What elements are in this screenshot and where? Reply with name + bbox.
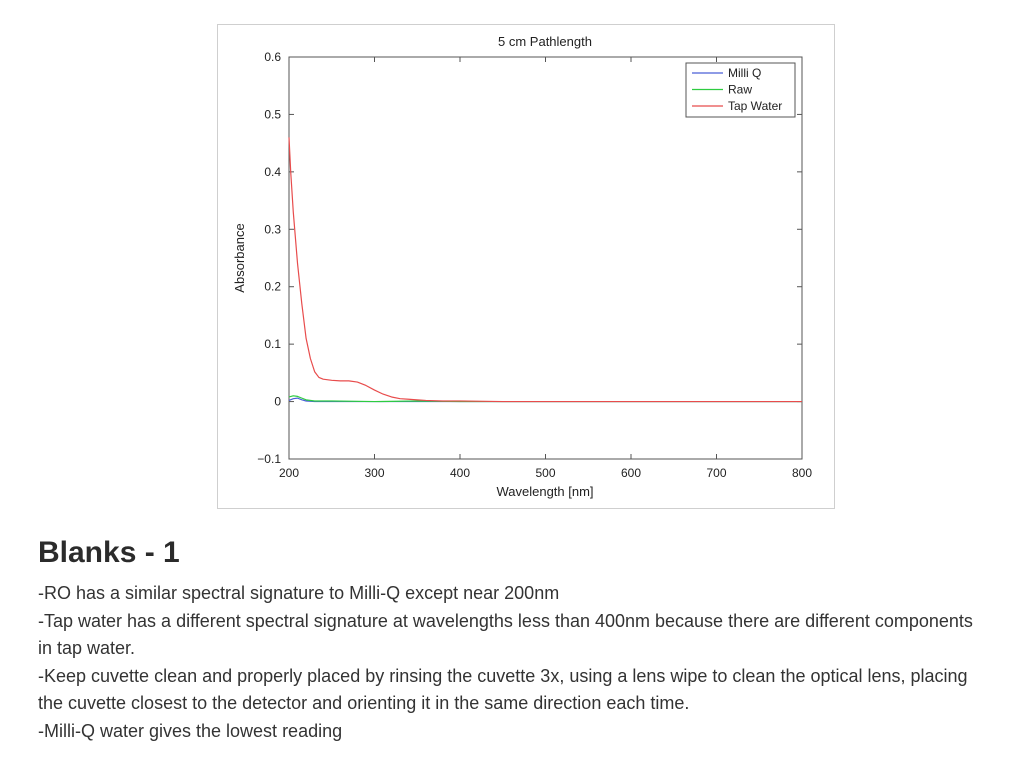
y-tick-label: 0.3 xyxy=(264,222,281,236)
x-tick-label: 200 xyxy=(279,466,299,480)
note-item: -RO has a similar spectral signature to … xyxy=(38,583,560,603)
x-tick-label: 300 xyxy=(364,466,384,480)
y-tick-label: 0.1 xyxy=(264,337,281,351)
x-axis-label: Wavelength [nm] xyxy=(496,484,593,499)
legend: Milli Q Raw Tap Water xyxy=(685,62,796,118)
note-item: -Milli-Q water gives the lowest reading xyxy=(38,720,343,741)
legend-label-raw: Raw xyxy=(728,83,752,97)
note-item: -Keep cuvette clean and properly placed … xyxy=(38,665,968,714)
y-tick-label: 0.6 xyxy=(264,50,281,64)
y-axis-label: Absorbance xyxy=(232,223,247,292)
series-line-tap-water xyxy=(288,137,802,403)
y-tick-label: 0.5 xyxy=(264,107,281,121)
slide-heading: Blanks - 1 xyxy=(38,536,180,569)
x-tick-label: 700 xyxy=(706,466,726,480)
notes-list: -RO has a similar spectral signature to … xyxy=(38,580,988,745)
legend-label-tap-water: Tap Water xyxy=(728,99,782,113)
y-tick-label: −0.1 xyxy=(257,452,281,466)
series-line-raw xyxy=(288,395,802,403)
series-layer xyxy=(288,137,802,403)
y-tick-label: 0.2 xyxy=(264,280,281,294)
x-axis: 200 300 400 500 600 700 800 xyxy=(279,57,812,480)
x-tick-label: 400 xyxy=(450,466,470,480)
note-item: -Tap water has a different spectral sign… xyxy=(38,610,973,659)
y-tick-label: 0.4 xyxy=(264,165,281,179)
chart-figure: 5 cm Pathlength 200 300 400 500 600 700 800 −0… xyxy=(217,24,835,509)
y-axis: −0.1 0 0.1 0.2 0.3 0.4 0.5 0.6 xyxy=(257,50,802,466)
chart-title: 5 cm Pathlength xyxy=(498,34,592,49)
y-tick-label: 0 xyxy=(274,395,281,409)
x-tick-label: 800 xyxy=(792,466,812,480)
absorbance-line-chart: 5 cm Pathlength 200 300 400 500 600 700 800 −0… xyxy=(232,34,812,499)
x-tick-label: 500 xyxy=(535,466,555,480)
x-tick-label: 600 xyxy=(621,466,641,480)
legend-label-milli-q: Milli Q xyxy=(728,66,761,80)
